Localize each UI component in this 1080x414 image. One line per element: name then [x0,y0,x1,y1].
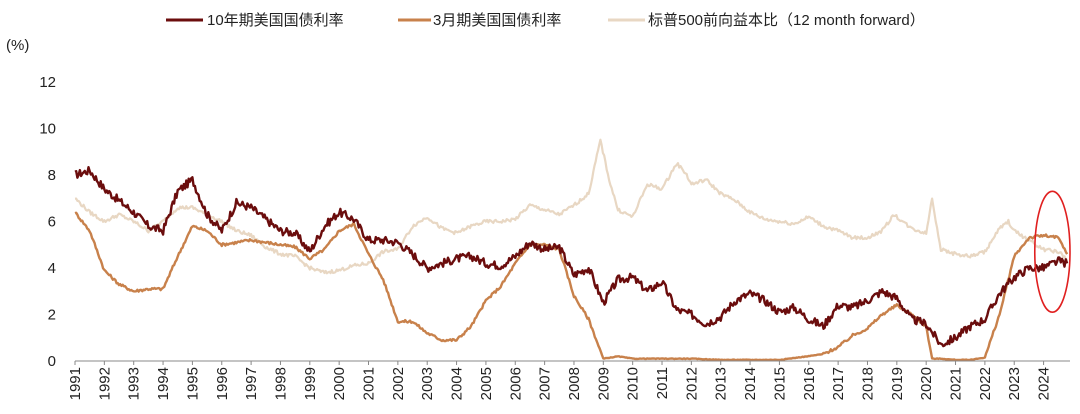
x-tick-label: 2000 [331,367,348,400]
legend-item-10y: 10年期美国国债利率 [166,12,344,29]
x-tick-label: 2005 [478,367,495,400]
x-tick-label: 2022 [977,367,994,400]
y-tick-label: 6 [48,214,56,231]
x-tick-label: 2001 [361,367,378,400]
x-tick-label: 2024 [1036,367,1053,400]
series-line-3m-treasury [74,211,1069,362]
x-tick-label: 1995 [184,367,201,400]
x-tick-label: 2012 [683,367,700,400]
x-tick-label: 1993 [126,367,143,400]
x-tick-label: 1991 [67,367,84,400]
y-tick-label: 10 [39,121,56,138]
series-line-10y-treasury [74,166,1069,348]
x-tick-label: 2020 [918,367,935,400]
series-line-sp500-earnings-yield [74,138,1068,275]
y-tick-label: 8 [48,167,56,184]
x-tick-label: 1996 [214,367,231,400]
x-tick-label: 2023 [1006,367,1023,400]
x-tick-label: 2006 [507,367,524,400]
x-tick-label: 2014 [742,367,759,400]
legend-label-3m: 3月期美国国债利率 [433,12,561,29]
highlight-ellipse [1033,190,1071,313]
x-tick-label: 1999 [302,367,319,400]
x-tick-label: 2019 [889,367,906,400]
x-tick-label: 2008 [566,367,583,400]
x-tick-label: 2021 [948,367,965,400]
legend-item-3m: 3月期美国国债利率 [398,12,561,29]
y-tick-label: 2 [48,307,56,324]
y-tick-label: 4 [48,260,56,277]
x-tick-label: 2003 [419,367,436,400]
y-tick-label: 0 [48,353,56,370]
x-tick-label: 2013 [713,367,730,400]
x-tick-label: 1997 [243,367,260,400]
x-tick-label: 2009 [595,367,612,400]
x-tick-label: 2007 [537,367,554,400]
legend: 10年期美国国债利率 3月期美国国债利率 标普500前向益本比（12 month… [166,12,925,29]
x-tick-label: 2017 [830,367,847,400]
y-axis-ticks: 0 2 4 6 8 10 12 [39,74,56,370]
x-tick-label: 2004 [449,367,466,400]
y-tick-label: 12 [39,74,56,91]
y-axis-unit-label: (%) [6,37,29,54]
x-axis-ticks: 1991 1992 1993 1994 1995 1996 1997 1998 1999 2000… [67,361,1053,400]
x-tick-label: 2010 [625,367,642,400]
x-tick-label: 2002 [390,367,407,400]
series-layer [74,138,1069,362]
x-tick-label: 2015 [771,367,788,400]
x-tick-label: 1994 [155,367,172,400]
x-tick-label: 2016 [801,367,818,400]
legend-label-10y: 10年期美国国债利率 [207,12,344,29]
x-tick-label: 2018 [859,367,876,400]
legend-label-sp500-ey: 标普500前向益本比（12 month forward） [648,12,925,29]
x-tick-label: 1992 [96,367,113,400]
legend-item-sp500-ey: 标普500前向益本比（12 month forward） [608,12,925,29]
x-tick-label: 1998 [272,367,289,400]
x-tick-label: 2011 [654,367,671,399]
